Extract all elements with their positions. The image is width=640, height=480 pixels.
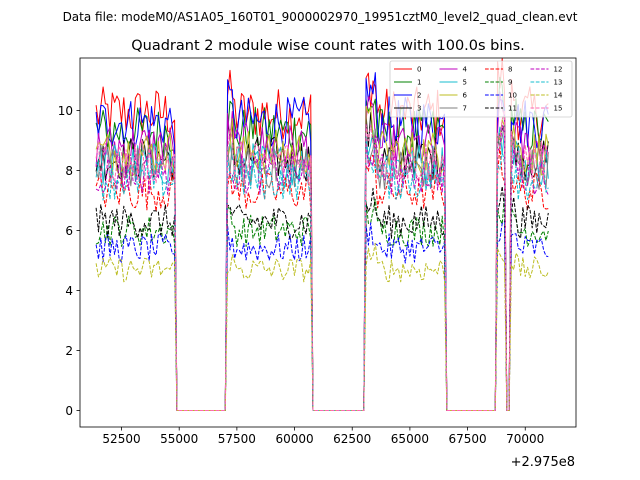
y-tick-label: 6	[65, 224, 73, 238]
legend-entry: 9	[485, 79, 512, 87]
chart-title: Quadrant 2 module wise count rates with …	[131, 38, 525, 54]
x-tick-label: 65000	[391, 432, 429, 446]
legend-label: 10	[508, 92, 517, 100]
y-tick-label: 2	[65, 344, 73, 358]
legend-entry: 8	[485, 66, 512, 74]
series-line-14	[95, 242, 549, 411]
legend-entry: 2	[394, 92, 421, 100]
legend-label: 15	[554, 105, 563, 113]
x-tick-label: 57500	[218, 432, 256, 446]
x-tick-label: 62500	[333, 432, 371, 446]
x-tick-label: 60000	[275, 432, 313, 446]
legend-entry: 5	[439, 79, 467, 87]
legend-label: 4	[463, 66, 468, 74]
series-line-9	[95, 194, 549, 411]
legend-entry: 4	[439, 66, 468, 74]
y-tick-label: 0	[65, 404, 73, 418]
figure-suptitle: Data file: modeM0/AS1A05_160T01_90000029…	[63, 10, 578, 24]
series-line-13	[95, 137, 549, 411]
series-line-10	[95, 221, 549, 411]
legend-label: 13	[554, 79, 563, 87]
legend-box	[389, 60, 573, 118]
legend-entry: 10	[485, 92, 517, 100]
legend-entry: 6	[439, 92, 468, 100]
series-line-12	[95, 124, 549, 411]
legend-label: 11	[508, 105, 517, 113]
series-line-5	[95, 126, 549, 411]
y-tick-label: 10	[58, 104, 73, 118]
legend-label: 14	[554, 92, 563, 100]
legend-label: 1	[417, 79, 421, 87]
legend-entry: 7	[439, 105, 467, 113]
plot-area	[95, 58, 549, 411]
series-line-7	[95, 123, 549, 411]
legend-entry: 13	[530, 79, 563, 87]
legend-label: 8	[508, 66, 512, 74]
x-tick-label: 70000	[506, 432, 544, 446]
series-line-8	[95, 146, 549, 411]
y-tick-label: 4	[65, 284, 73, 298]
plot-frame	[79, 57, 577, 428]
legend-label: 7	[463, 105, 467, 113]
legend-label: 9	[508, 79, 512, 87]
legend-label: 2	[417, 92, 421, 100]
x-tick-label: 67500	[448, 432, 486, 446]
x-tick-label: 52500	[102, 432, 140, 446]
y-tick-label: 8	[65, 164, 73, 178]
legend-entry: 11	[485, 105, 517, 113]
legend-label: 6	[463, 92, 468, 100]
legend-entry: 15	[530, 105, 563, 113]
x-tick-label: 55000	[160, 432, 198, 446]
legend-label: 0	[417, 66, 421, 74]
series-line-11	[95, 185, 549, 411]
legend-entry: 12	[530, 66, 563, 74]
legend-entry: 3	[394, 105, 421, 113]
legend-label: 5	[463, 79, 467, 87]
legend-label: 12	[554, 66, 563, 74]
legend-entry: 1	[394, 79, 421, 87]
x-offset-label: +2.975e8	[511, 455, 575, 470]
legend-label: 3	[417, 105, 421, 113]
axes: 52500 55000 57500 60000 62500 65000 67500 70000…	[58, 57, 577, 446]
legend-entry: 0	[394, 66, 421, 74]
series-line-1	[95, 76, 549, 411]
series-line-2	[95, 72, 549, 411]
legend-entry: 14	[530, 92, 563, 100]
series-line-15	[95, 109, 549, 411]
